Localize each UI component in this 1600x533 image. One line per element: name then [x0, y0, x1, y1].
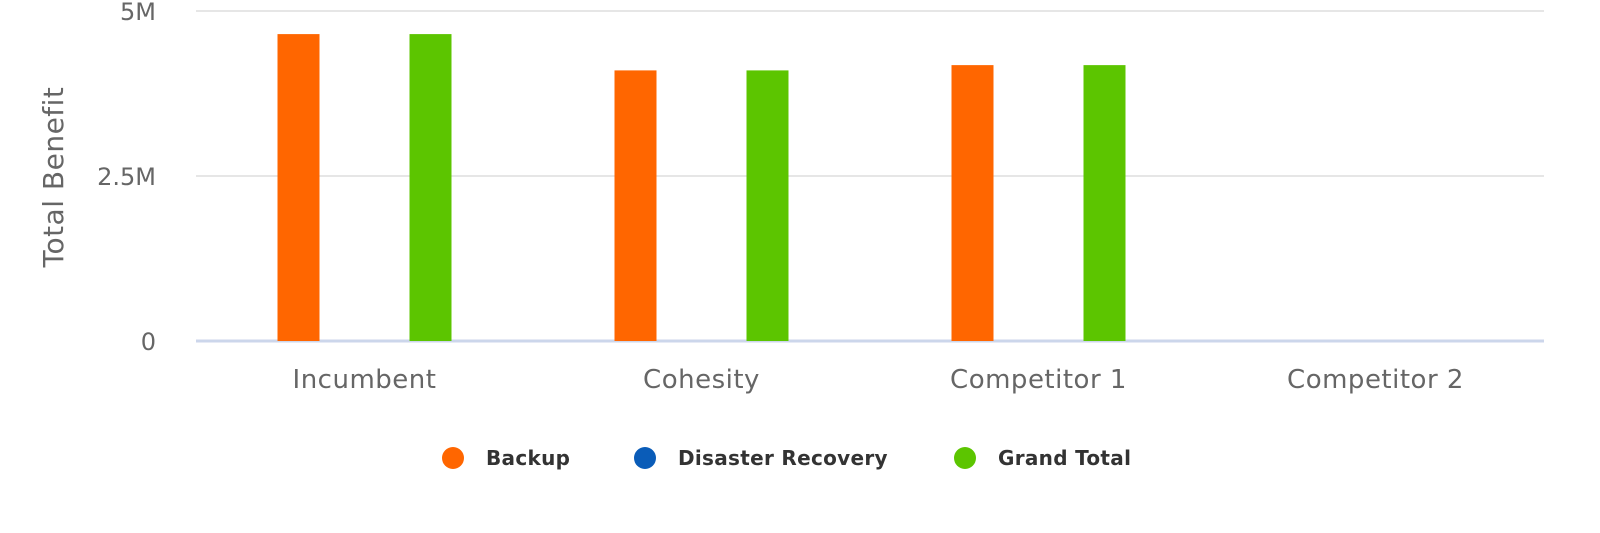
x-category-label: Cohesity — [643, 365, 760, 395]
legend-label: Disaster Recovery — [678, 446, 888, 470]
y-axis-ticks: 0 2.5M 5M — [97, 0, 156, 356]
legend-marker — [442, 447, 464, 469]
bar-backup-competitor-1[interactable] — [951, 65, 994, 342]
bar-backup-incumbent[interactable] — [277, 34, 320, 341]
bar-grand-total-incumbent[interactable] — [409, 34, 452, 341]
legend-item-grand-total[interactable]: Grand Total — [954, 446, 1131, 470]
legend-item-disaster-recovery[interactable]: Disaster Recovery — [634, 446, 888, 470]
x-axis-categories: Incumbent Cohesity Competitor 1 Competitor … — [293, 365, 1464, 395]
y-tick-label: 2.5M — [97, 163, 156, 191]
legend-item-backup[interactable]: Backup — [442, 446, 570, 470]
x-category-label: Incumbent — [293, 365, 437, 395]
grid-lines — [196, 10, 1544, 343]
bar-grand-total-cohesity[interactable] — [746, 70, 789, 342]
legend-label: Backup — [486, 446, 570, 470]
x-category-label: Competitor 2 — [1287, 365, 1464, 395]
x-category-label: Competitor 1 — [950, 365, 1127, 395]
legend-label: Grand Total — [998, 446, 1131, 470]
legend-marker — [954, 447, 976, 469]
bar-backup-cohesity[interactable] — [614, 70, 657, 342]
bars — [277, 34, 1126, 342]
legend[interactable]: Backup Disaster Recovery Grand Total — [442, 446, 1131, 470]
legend-marker — [634, 447, 656, 469]
y-tick-label: 0 — [141, 328, 156, 356]
y-axis-title: Total Benefit — [37, 87, 70, 269]
bar-grand-total-competitor-1[interactable] — [1083, 65, 1126, 342]
y-tick-label: 5M — [120, 0, 156, 26]
